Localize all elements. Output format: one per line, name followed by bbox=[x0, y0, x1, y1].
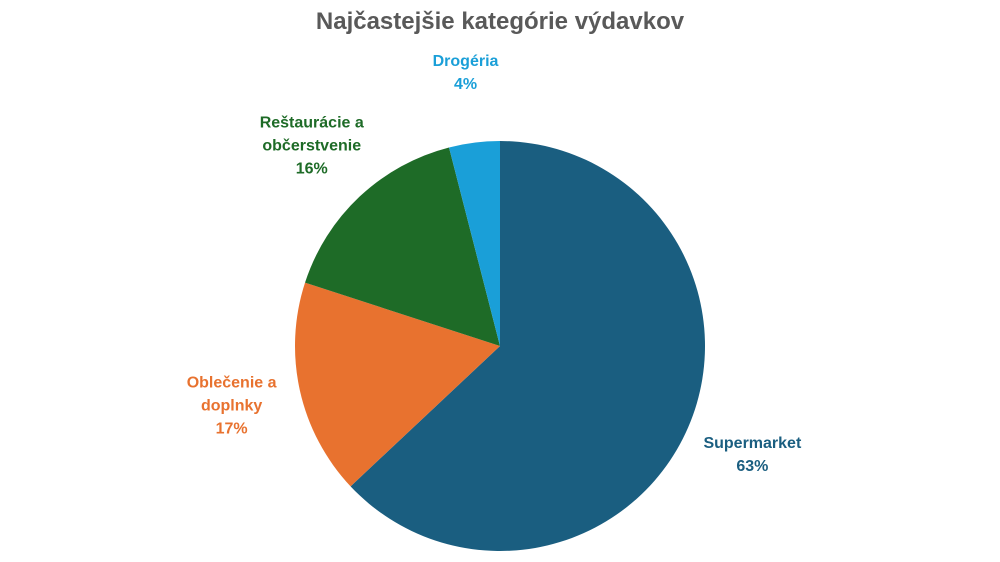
chart-title: Najčastejšie kategórie výdavkov bbox=[315, 8, 685, 35]
data-label: Drogéria 4% bbox=[391, 50, 541, 96]
category-label: Supermarket bbox=[703, 435, 802, 453]
percent-label: 63% bbox=[736, 458, 769, 476]
percent-label: 17% bbox=[215, 420, 248, 438]
data-label: Oblečenie a doplnky 17% bbox=[157, 371, 307, 440]
category-label: Oblečenie a doplnky bbox=[186, 374, 277, 415]
data-label: Reštaurácie a občerstvenie 16% bbox=[237, 111, 387, 180]
pie-slice bbox=[295, 282, 500, 487]
data-label: Supermarket 63% bbox=[677, 432, 827, 478]
pie-slice bbox=[449, 141, 500, 346]
pie-slice bbox=[305, 147, 500, 346]
pie-slice bbox=[350, 141, 705, 552]
percent-label: 4% bbox=[453, 76, 478, 94]
category-label: Drogéria bbox=[432, 53, 499, 71]
category-label: Reštaurácie a občerstvenie bbox=[259, 114, 364, 155]
percent-label: 16% bbox=[295, 160, 328, 178]
